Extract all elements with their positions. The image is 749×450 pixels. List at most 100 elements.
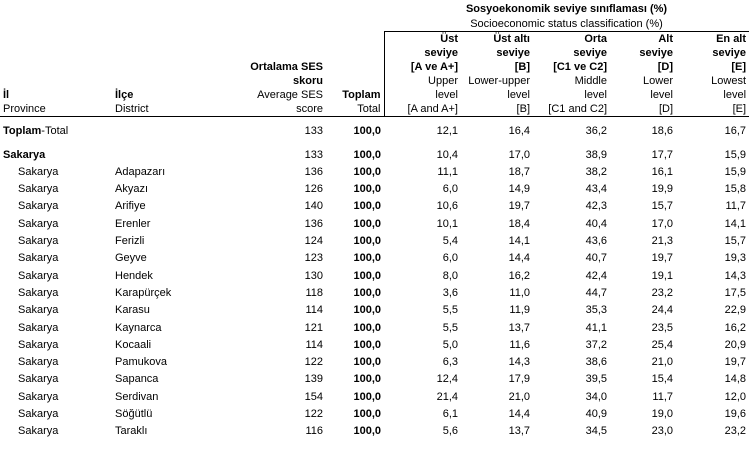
level-header-tr3: [D] (657, 61, 673, 73)
table-row: Sakarya Erenler 136 100,0 10,1 18,4 40,4 17,0 14… (0, 215, 749, 232)
province-row-ses: 133 (304, 148, 323, 161)
row-ses: 124 (304, 235, 323, 248)
level-header-tr3: [B] (514, 61, 530, 73)
row-val: 38,6 (585, 356, 607, 369)
table-row: Sakarya Ferizli 124 100,0 5,4 14,1 43,6 21,3 15,… (0, 233, 749, 250)
total-row-val: 36,2 (585, 125, 607, 138)
row-district: Erenler (115, 217, 151, 230)
level-header-en3: [A and A+] (383, 102, 461, 117)
row-val: 38,2 (585, 165, 607, 178)
row-val: 6,0 (442, 183, 458, 196)
level-header-tr3: [E] (731, 61, 747, 73)
province-row-label: Sakarya (3, 148, 46, 161)
ses-header-tr-1: Ortalama SES (250, 61, 323, 73)
table-body: Toplam-Total 133 100,0 12,1 16,4 36,2 18… (0, 117, 749, 164)
level-header-en3: [E] (732, 103, 747, 115)
district-header-tr: İlçe (115, 89, 134, 101)
row-ses: 116 (305, 425, 323, 438)
level-header-en1: Lowest (711, 75, 747, 87)
row-val: 14,1 (508, 235, 530, 248)
row-val: 19,6 (724, 408, 747, 421)
table-row: Sakarya Kaynarca 121 100,0 5,5 13,7 41,1 23,5 16… (0, 319, 749, 336)
row-val: 14,3 (724, 269, 747, 282)
row-val: 6,0 (442, 252, 458, 265)
row-val: 44,7 (585, 286, 607, 299)
row-val: 22,9 (724, 304, 747, 317)
row-province: Sakarya (18, 408, 59, 421)
row-province: Sakarya (18, 183, 59, 196)
row-val: 15,8 (724, 183, 747, 196)
level-header-en3: [D] (658, 103, 673, 115)
row-val: 15,7 (651, 200, 673, 213)
province-row-total: 100,0 (353, 148, 381, 161)
row-district: Sapanca (115, 373, 159, 386)
row-district: Serdivan (115, 390, 159, 403)
level-header-en2: level (584, 89, 607, 101)
row-province: Sakarya (18, 252, 59, 265)
total-row-val: 12,1 (436, 125, 458, 138)
row-val: 17,9 (508, 373, 530, 386)
row-val: 19,1 (651, 269, 673, 282)
row-district: Karapürçek (115, 286, 172, 299)
row-province: Sakarya (18, 235, 59, 248)
row-val: 15,7 (724, 235, 747, 248)
ses-header-tr-2: skoru (293, 75, 323, 87)
level-header-tr1: Üst (383, 31, 461, 46)
district-rows: Sakarya Adapazarı 136 100,0 11,1 18,7 38,2 16,1… (0, 164, 749, 441)
table-row: Sakarya Kocaali 114 100,0 5,0 11,6 37,2 25,4 20,… (0, 337, 749, 354)
table-row: Sakarya Pamukova 122 100,0 6,3 14,3 38,6 21,0 19… (0, 354, 749, 371)
row-ses: 136 (304, 217, 323, 230)
row-district: Arifiye (115, 200, 146, 213)
level-header-tr3: [C1 ve C2] (553, 61, 607, 73)
row-val: 14,4 (508, 408, 530, 421)
row-district: Söğütlü (115, 408, 153, 421)
total-row-val: 18,6 (651, 125, 673, 138)
level-header-en1: Lower (643, 75, 673, 87)
row-val: 6,3 (442, 356, 458, 369)
province-row-val: 17,0 (508, 148, 530, 161)
row-val: 25,4 (651, 338, 673, 351)
row-val: 14,3 (508, 356, 530, 369)
table-row: Sakarya Sapanca 139 100,0 12,4 17,9 39,5 15,4 14… (0, 371, 749, 388)
row-total: 100,0 (353, 269, 381, 282)
level-header-en1: Middle (574, 75, 607, 87)
row-val: 14,4 (508, 252, 530, 265)
row-val: 11,0 (509, 286, 530, 299)
row-val: 16,2 (724, 321, 747, 334)
province-row-val: 10,4 (436, 148, 458, 161)
row-val: 42,4 (585, 269, 607, 282)
row-val: 11,7 (652, 390, 673, 403)
row-val: 15,9 (724, 165, 747, 178)
row-district: Ferizli (115, 235, 145, 248)
row-ses: 118 (305, 286, 323, 299)
row-val: 19,0 (651, 408, 673, 421)
row-val: 19,3 (724, 252, 747, 265)
row-province: Sakarya (18, 321, 59, 334)
row-province: Sakarya (18, 165, 59, 178)
group-title-en: Socioeconomic status classification (%) (384, 16, 749, 32)
row-val: 24,4 (651, 304, 673, 317)
level-header-en2: level (650, 89, 673, 101)
row-total: 100,0 (353, 408, 381, 421)
table-row: Sakarya Serdivan 154 100,0 21,4 21,0 34,0 11,7 1… (0, 388, 749, 405)
total-row-val: 16,4 (508, 125, 530, 138)
row-ses: 154 (304, 390, 323, 403)
level-header-tr2: seviye (639, 47, 673, 59)
row-val: 15,4 (651, 373, 673, 386)
row-ses: 136 (304, 165, 323, 178)
row-val: 6,1 (442, 408, 458, 421)
ses-table: Sosyoekonomik seviye sınıflaması (%) Soc… (0, 3, 749, 441)
row-district: Adapazarı (115, 165, 166, 178)
row-val: 12,0 (724, 390, 747, 403)
ses-header-en-2: score (296, 103, 323, 115)
level-header-en1: Lower-upper (468, 75, 530, 87)
level-header-tr2: seviye (383, 46, 461, 60)
row-val: 43,6 (585, 235, 607, 248)
row-val: 34,5 (585, 425, 607, 438)
total-row-val: 16,7 (724, 125, 747, 138)
row-province: Sakarya (18, 373, 59, 386)
row-val: 23,2 (651, 286, 673, 299)
row-val: 42,3 (585, 200, 607, 213)
level-header-en3: [B] (516, 103, 530, 115)
